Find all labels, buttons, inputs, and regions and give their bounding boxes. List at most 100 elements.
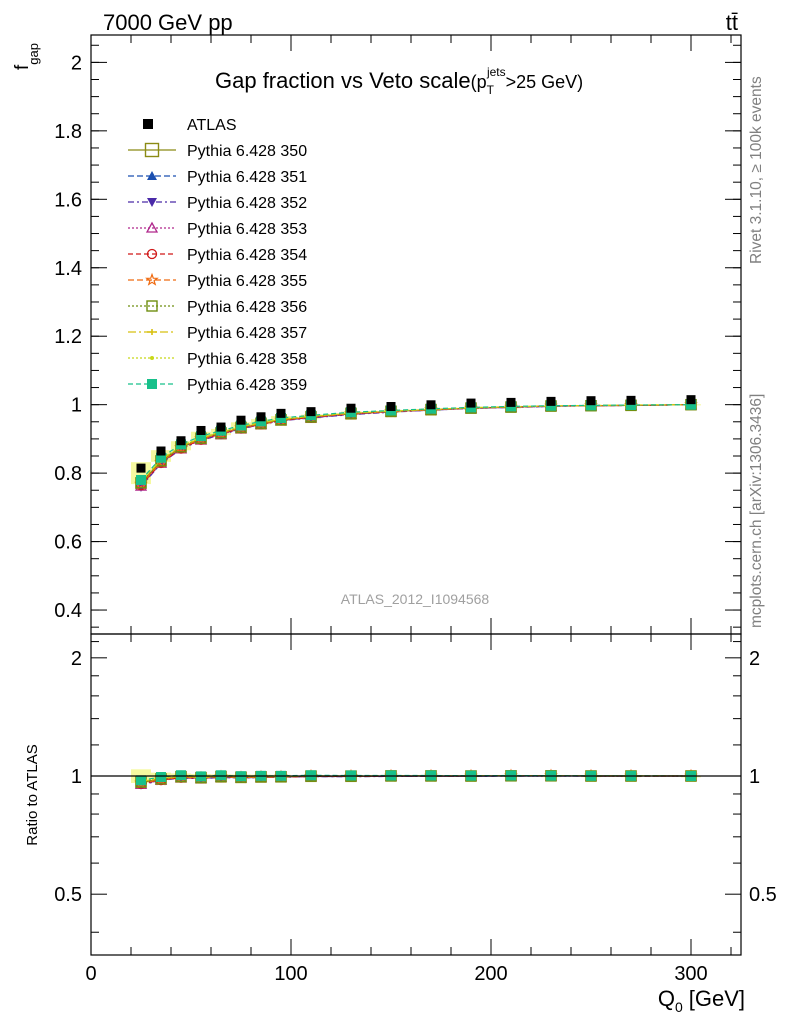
ratio-9-point [136,775,146,786]
atlas-data-point [386,402,396,412]
series-9-point [236,420,246,431]
series-9-point [686,399,696,410]
mcplots-label: mcplots.cern.ch [arXiv:1306.3436] [748,394,765,628]
series-9-point [196,431,206,442]
atlas-data-point [156,446,166,456]
series-line-5 [140,404,692,485]
series-line-2 [140,404,692,488]
atlas-data-point [216,422,226,432]
legend: ATLAS Pythia 6.428 350 Pythia 6.428 351 Pyt… [128,117,307,394]
legend-marker-1 [147,171,157,180]
title-cut-open: (p [471,72,487,92]
series-line-7 [140,404,692,483]
ratio-axes: 0.5 1 2 0 100 200 300 0.5 1 2 [54,633,777,985]
legend-label-4: Pythia 6.428 354 [187,247,307,264]
x-tick-label: 300 [674,963,707,985]
legend-marker-0 [144,142,160,158]
plot-title: Gap fraction vs Veto scale(pTjets>25 GeV… [215,65,583,97]
y-tick-label: 1.6 [54,189,82,211]
y-tick-label: 0.6 [54,532,82,554]
series-line-8 [140,404,692,482]
main-uncertainty-band [131,404,701,485]
legend-label-9: Pythia 6.428 359 [187,377,307,394]
atlas-data-point [506,397,516,407]
y-tick-label: 1.2 [54,326,82,348]
series-line-4 [140,404,692,486]
atlas-data-point [466,398,476,408]
watermark: ATLAS_2012_I1094568 [341,591,490,607]
series-9-point [626,400,636,411]
ylabel-f: f [12,64,33,70]
legend-label-atlas: ATLAS [187,117,237,134]
ylabel-sub: gap [26,43,41,65]
x-axis-label: Q0 [GeV] [658,986,745,1015]
atlas-data-points [136,395,696,473]
x-tick-label: 100 [274,963,307,985]
main-axes: 0.4 0.6 0.8 1 1.2 1.4 1.6 1.8 2 [54,34,742,635]
legend-marker-9 [147,379,157,389]
energy-label: 7000 GeV pp [103,10,233,35]
legend-label-7: Pythia 6.428 357 [187,325,307,342]
series-9-point [156,452,166,463]
y-tick-label: 1.8 [54,121,82,143]
atlas-data-point [586,396,596,406]
legend-label-3: Pythia 6.428 353 [187,221,307,238]
title-main: Gap fraction vs Veto scale [215,68,471,93]
series-line-3 [140,404,692,487]
title-cut-sup: jets [486,65,506,79]
process-label: tt̄ [726,10,738,35]
ratio-9-point [216,770,226,781]
main-series-lines [134,397,698,492]
legend-label-2: Pythia 6.428 352 [187,195,307,212]
series-line-0 [140,404,692,484]
atlas-data-point [306,407,316,417]
ratio-panel: 0.5 1 2 0 100 200 300 0.5 1 2 Ratio to ATLAS [24,633,777,985]
series-line-9 [140,404,692,481]
rivet-label: Rivet 3.1.10, ≥ 100k events [748,76,765,264]
atlas-data-point [236,415,246,425]
ratio-9-point [306,770,316,781]
xlabel-unit: [GeV] [689,986,745,1011]
legend-marker-3 [145,221,159,233]
ratio-9-point [176,770,186,781]
y-tick-label: 2 [71,52,82,74]
ratio-series-lines [134,768,698,790]
y-tick-label: 0.8 [54,463,82,485]
legend-marker-4 [146,248,158,260]
atlas-data-point [276,408,286,418]
atlas-data-point [626,395,636,405]
x-tick-label: 200 [474,963,507,985]
atlas-data-point [346,403,356,413]
main-panel: 0.4 0.6 0.8 1 1.2 1.4 1.6 1.8 2 Gap fraction vs … [12,34,742,635]
legend-marker-2 [147,198,157,207]
atlas-data-point [176,436,186,446]
y-tick-label-right: 2 [749,648,760,670]
legend-label-1: Pythia 6.428 351 [187,169,307,186]
ratio-9-point [156,772,166,783]
svg-text:Gap fraction vs Veto scale(pTj: Gap fraction vs Veto scale(pTjets>25 GeV… [215,65,583,97]
legend-label-0: Pythia 6.428 350 [187,143,307,160]
atlas-data-point [546,396,556,406]
y-tick-label: 0.4 [54,600,82,622]
y-tick-label: 1 [71,766,82,788]
atlas-data-point [136,463,146,473]
series-line-6 [140,404,692,484]
y-tick-label: 2 [71,648,82,670]
axes-frame [90,633,742,956]
legend-marker-8 [150,356,154,360]
y-tick-label-right: 0.5 [749,884,777,906]
ratio-y-axis-label: Ratio to ATLAS [24,744,41,845]
atlas-data-point [256,412,266,422]
y-tick-label: 1.4 [54,258,82,280]
legend-marker-atlas [143,119,153,129]
legend-label-5: Pythia 6.428 355 [187,273,307,290]
series-9-point [586,400,596,411]
legend-label-6: Pythia 6.428 356 [187,299,307,316]
series-9-point [136,474,146,485]
xlabel-q: Q [658,986,675,1011]
title-cut-sub: T [487,83,495,97]
y-tick-label: 1 [71,395,82,417]
x-tick-label: 0 [85,963,96,985]
series-line-1 [140,404,692,486]
